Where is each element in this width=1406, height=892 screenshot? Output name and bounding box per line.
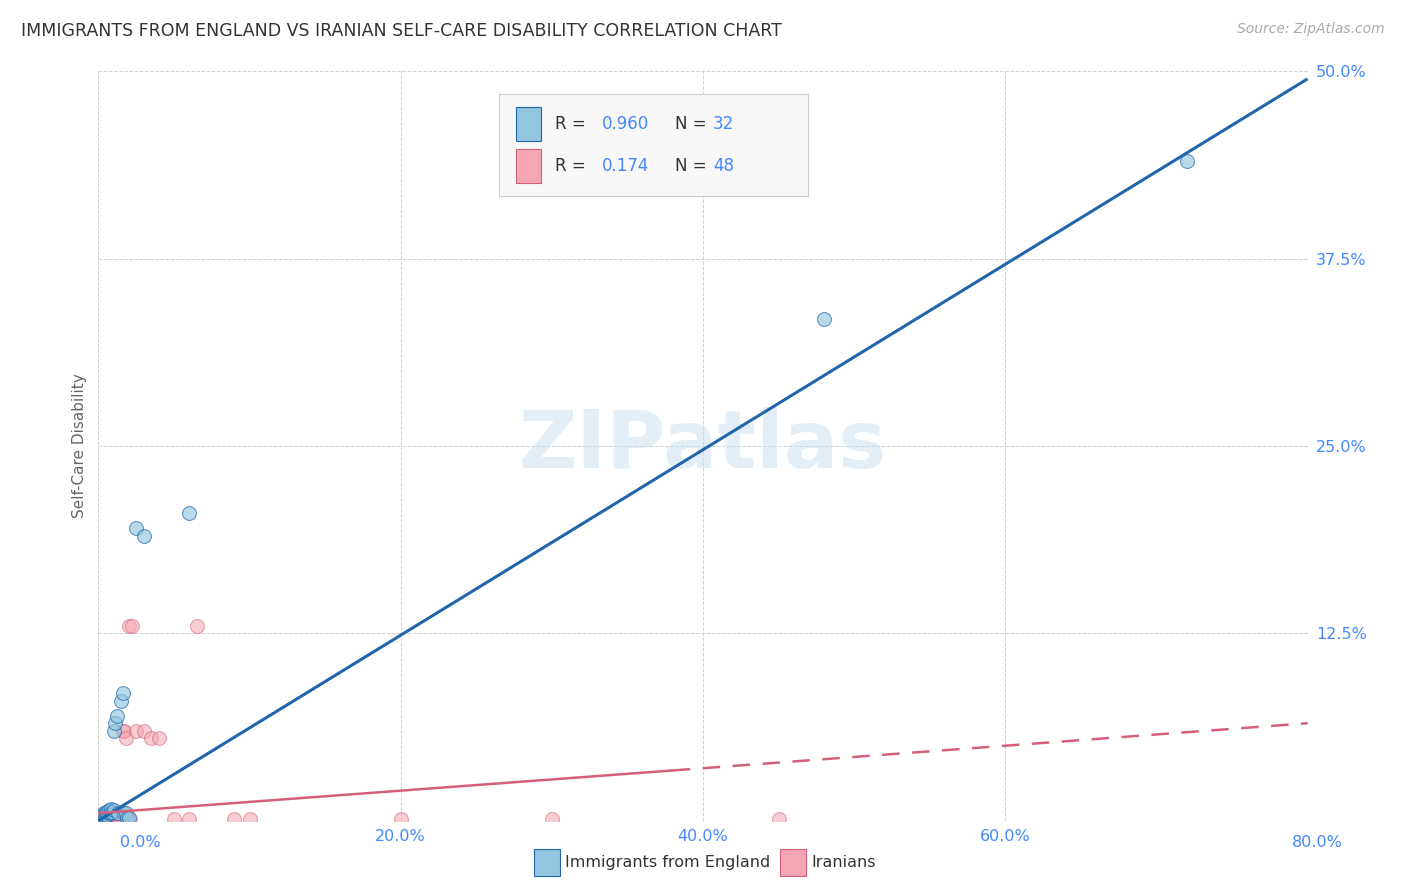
Point	[104, 812, 127, 826]
Text: 48: 48	[713, 157, 734, 175]
Point	[114, 806, 136, 821]
Point	[101, 805, 124, 819]
Point	[179, 812, 201, 826]
Text: Immigrants from England: Immigrants from England	[565, 855, 770, 870]
Point	[114, 731, 136, 746]
Point	[179, 507, 201, 521]
Point	[91, 807, 114, 822]
Point	[94, 809, 117, 823]
Point	[103, 809, 125, 823]
Text: Source: ZipAtlas.com: Source: ZipAtlas.com	[1237, 22, 1385, 37]
Point	[91, 807, 114, 822]
Point	[94, 805, 117, 819]
Point	[105, 708, 128, 723]
Point	[120, 812, 142, 826]
Point	[105, 809, 128, 823]
Point	[115, 811, 138, 825]
Point	[111, 812, 134, 826]
Point	[112, 806, 135, 821]
Text: 32: 32	[713, 115, 734, 133]
Point	[148, 731, 170, 746]
Text: 0.174: 0.174	[602, 157, 650, 175]
Point	[93, 812, 115, 826]
Point	[93, 809, 115, 823]
Point	[108, 812, 131, 826]
Text: ZIPatlas: ZIPatlas	[519, 407, 887, 485]
Point	[100, 812, 122, 826]
Point	[224, 812, 246, 826]
Point	[239, 812, 262, 826]
Text: R =: R =	[555, 115, 592, 133]
Point	[132, 529, 155, 543]
Point	[94, 812, 117, 826]
Point	[115, 812, 138, 826]
Point	[91, 812, 114, 826]
Text: Iranians: Iranians	[811, 855, 876, 870]
Point	[98, 811, 121, 825]
Point	[125, 521, 148, 535]
Point	[101, 812, 124, 826]
Point	[98, 803, 121, 817]
Text: R =: R =	[555, 157, 596, 175]
Point	[118, 811, 141, 825]
Point	[768, 812, 790, 826]
Point	[89, 812, 111, 826]
Point	[89, 811, 111, 825]
Point	[111, 723, 134, 738]
Point	[121, 619, 143, 633]
Point	[91, 811, 114, 825]
Point	[96, 809, 118, 823]
Point	[103, 723, 125, 738]
Point	[103, 803, 125, 817]
Point	[813, 311, 835, 326]
Point	[90, 812, 112, 826]
Text: 0.960: 0.960	[602, 115, 650, 133]
Text: IMMIGRANTS FROM ENGLAND VS IRANIAN SELF-CARE DISABILITY CORRELATION CHART: IMMIGRANTS FROM ENGLAND VS IRANIAN SELF-…	[21, 22, 782, 40]
Point	[1175, 154, 1198, 169]
Point	[103, 812, 125, 826]
Point	[90, 809, 112, 823]
Point	[389, 812, 412, 826]
Point	[90, 809, 112, 823]
Point	[111, 686, 134, 700]
Point	[96, 805, 118, 819]
Point	[98, 806, 121, 821]
Point	[94, 811, 117, 825]
Point	[540, 812, 562, 826]
Point	[100, 809, 122, 823]
Point	[110, 694, 132, 708]
Point	[90, 811, 112, 825]
Point	[112, 723, 135, 738]
Point	[104, 811, 127, 825]
Point	[132, 723, 155, 738]
Point	[93, 806, 115, 821]
Point	[110, 811, 132, 825]
Text: 0.0%: 0.0%	[120, 836, 160, 850]
Text: N =: N =	[675, 115, 711, 133]
Point	[101, 811, 124, 825]
Text: N =: N =	[675, 157, 711, 175]
Point	[163, 812, 186, 826]
Y-axis label: Self-Care Disability: Self-Care Disability	[72, 374, 87, 518]
Point	[107, 806, 129, 821]
Point	[105, 812, 128, 826]
Point	[118, 619, 141, 633]
Point	[93, 811, 115, 825]
Point	[96, 812, 118, 826]
Point	[107, 812, 129, 826]
Point	[100, 806, 122, 821]
Point	[98, 812, 121, 826]
Point	[89, 812, 111, 826]
Point	[104, 716, 127, 731]
Point	[125, 723, 148, 738]
Point	[96, 807, 118, 822]
Point	[186, 619, 208, 633]
Point	[100, 802, 122, 816]
Point	[141, 731, 163, 746]
Text: 80.0%: 80.0%	[1292, 836, 1343, 850]
Point	[107, 811, 129, 825]
